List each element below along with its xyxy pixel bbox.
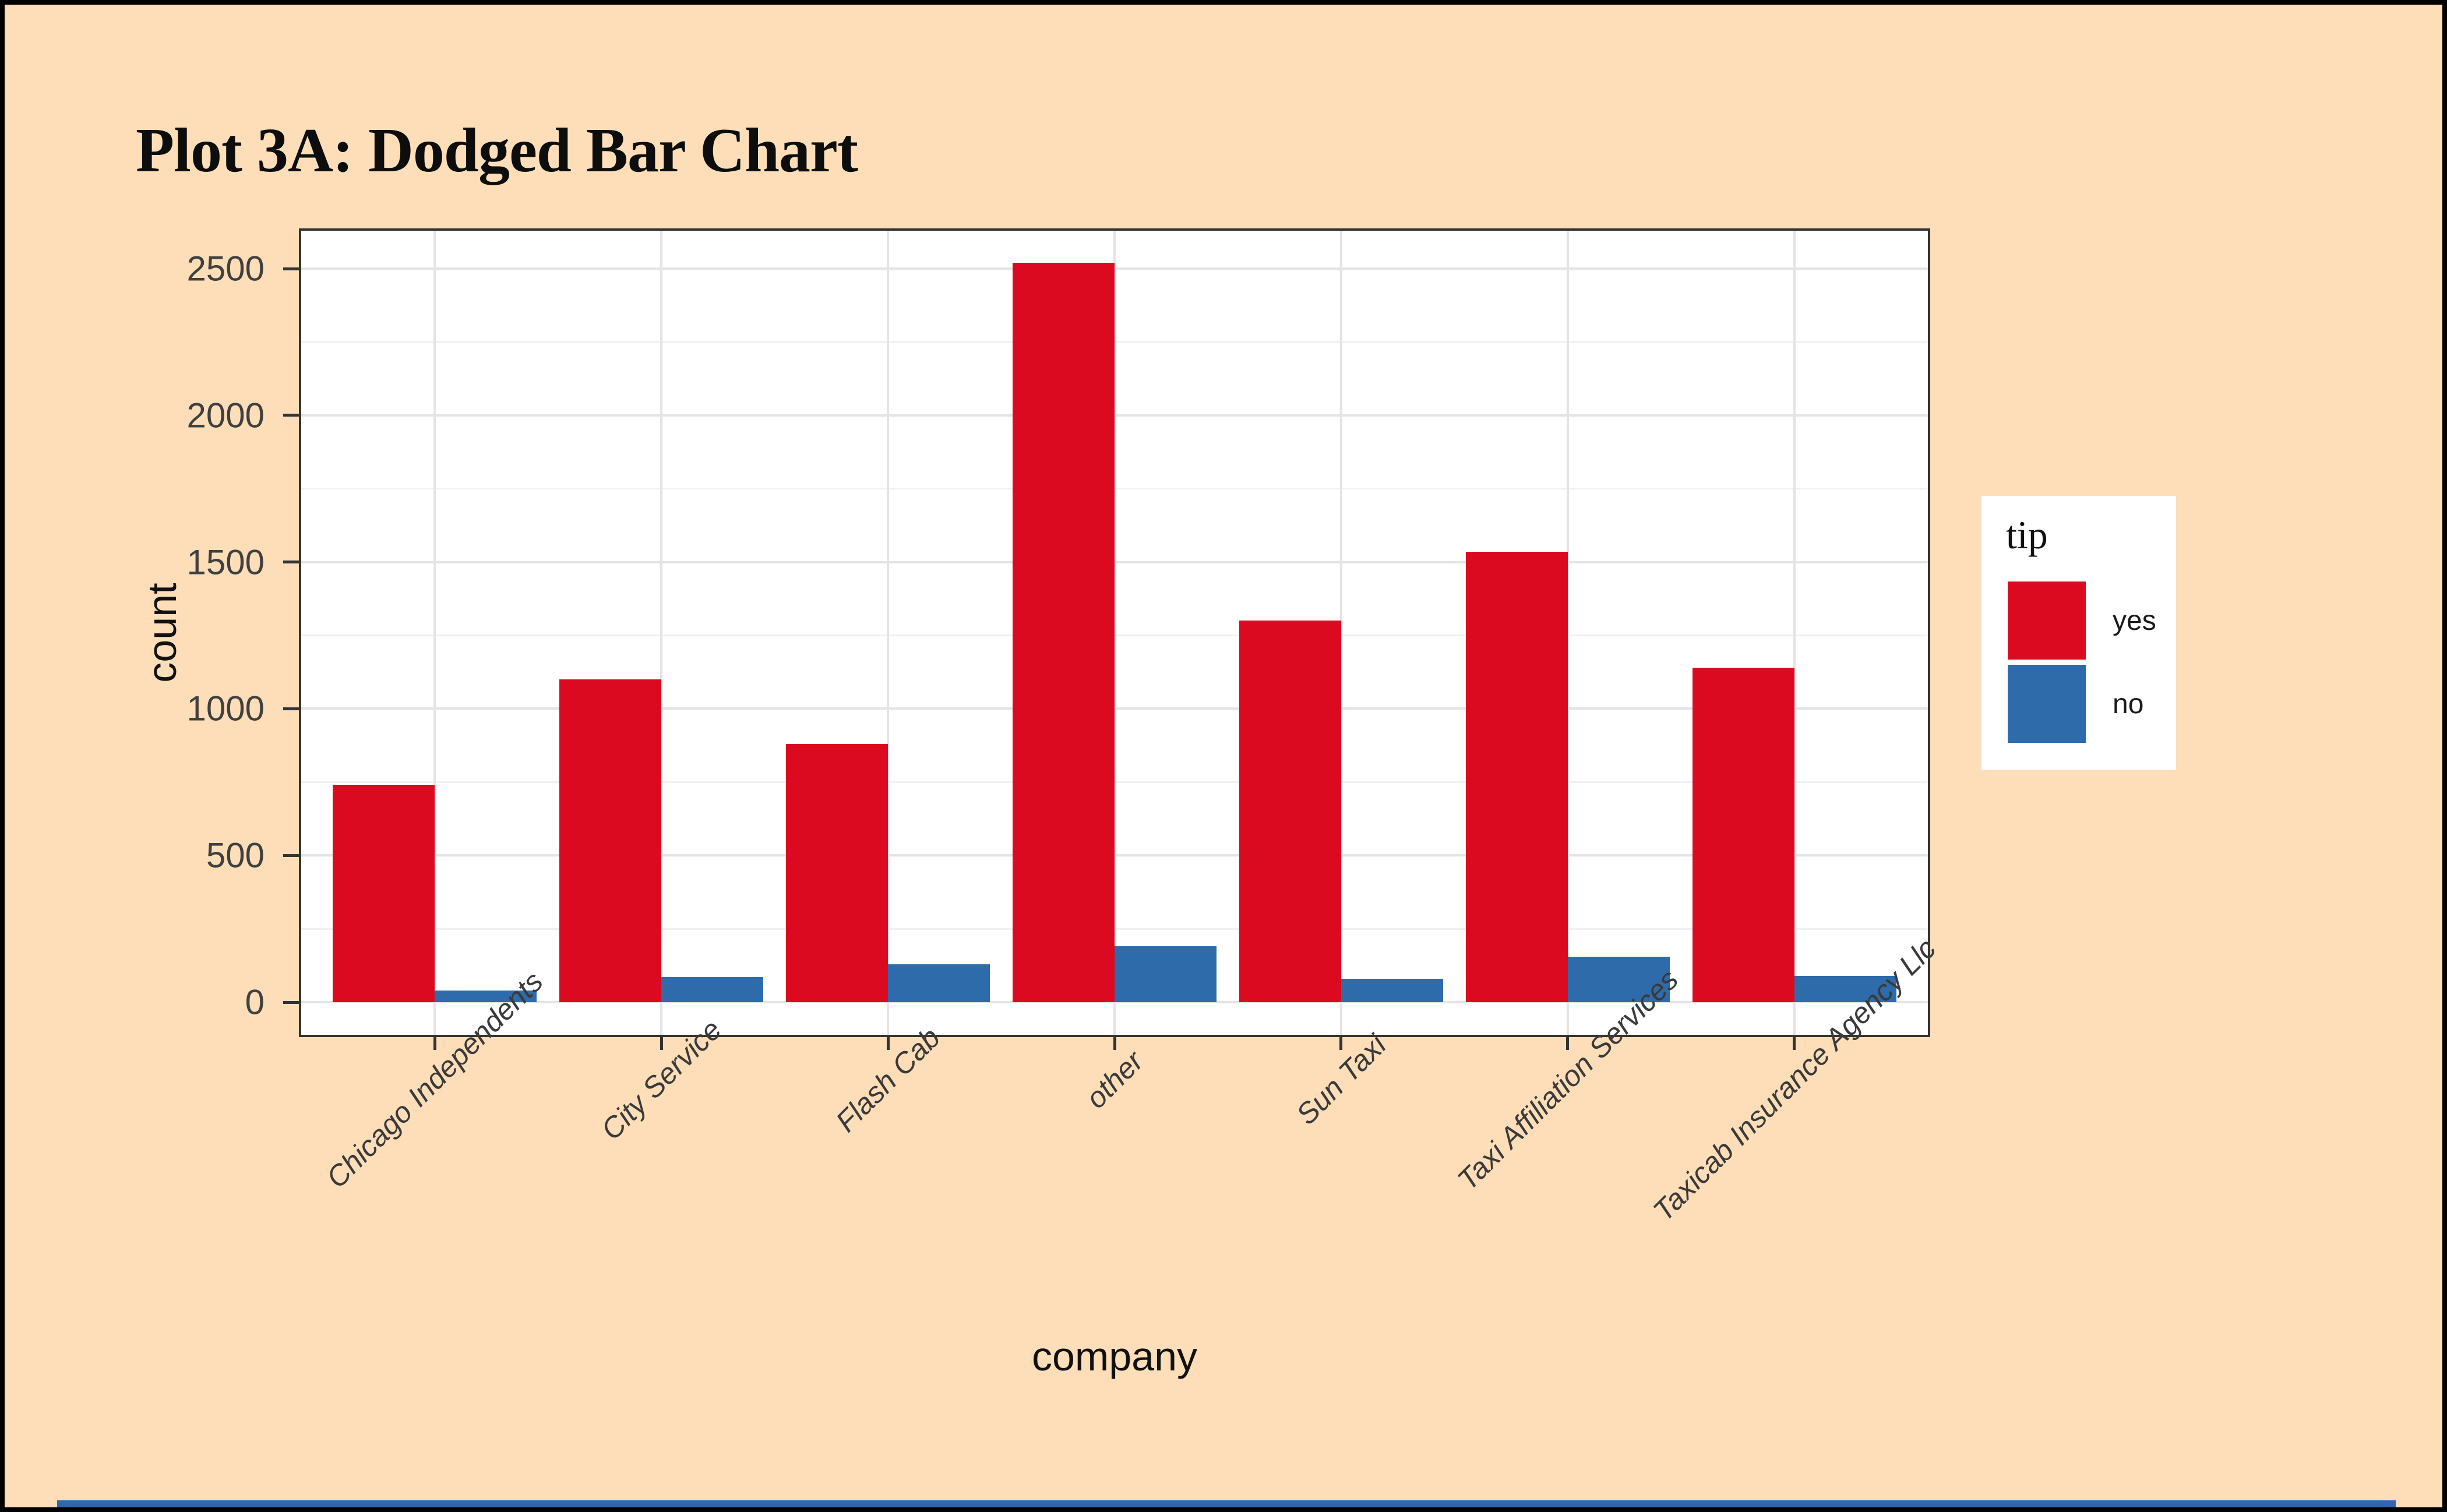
bar-yes <box>559 679 662 1002</box>
y-tick-label: 500 <box>206 836 265 875</box>
x-axis-title: company <box>1031 1334 1198 1379</box>
legend-label-yes: yes <box>2113 605 2156 636</box>
legend-title: tip <box>2006 513 2048 557</box>
bar-no <box>661 977 764 1002</box>
y-tick-label: 1000 <box>186 689 265 728</box>
x-tick-mark <box>433 1037 436 1050</box>
bottom-edge-strip <box>57 1500 2396 1507</box>
gridline-vertical <box>433 228 436 1037</box>
y-tick-label: 2000 <box>186 396 265 435</box>
x-tick-label: other <box>1079 1044 1150 1115</box>
y-tick-label: 2500 <box>186 249 265 288</box>
plot-title: Plot 3A: Dodged Bar Chart <box>136 116 858 185</box>
bar-no <box>1794 975 1896 1002</box>
y-axis-title: count <box>139 583 185 683</box>
x-tick-mark <box>1793 1037 1796 1050</box>
y-tick-mark <box>283 267 299 270</box>
legend-label-no: no <box>2113 688 2144 720</box>
bar-yes <box>786 743 888 1002</box>
legend: tip yes no <box>1981 496 2176 770</box>
plot-panel <box>299 228 1930 1037</box>
bar-no <box>1115 946 1217 1002</box>
gridline-vertical <box>1566 228 1569 1037</box>
y-tick-mark <box>283 561 299 564</box>
gridline-vertical <box>1113 228 1116 1037</box>
y-tick-label: 1500 <box>186 542 265 582</box>
x-tick-mark <box>886 1037 890 1050</box>
gridline-vertical <box>887 228 890 1037</box>
bar-no <box>435 990 537 1002</box>
bar-yes <box>1465 551 1568 1002</box>
bar-yes <box>1013 262 1115 1002</box>
bar-yes <box>1692 667 1794 1002</box>
y-tick-mark <box>283 854 299 857</box>
y-tick-mark <box>283 707 299 710</box>
bar-no <box>888 964 990 1002</box>
bar-yes <box>333 785 435 1002</box>
y-tick-label: 0 <box>245 982 265 1022</box>
x-tick-mark <box>1566 1037 1570 1050</box>
gridline-vertical <box>1339 228 1342 1037</box>
y-tick-mark <box>283 414 299 417</box>
bar-yes <box>1239 621 1341 1002</box>
x-tick-mark <box>1113 1037 1116 1050</box>
x-tick-mark <box>1339 1037 1343 1050</box>
gridline-vertical <box>1793 228 1796 1037</box>
bar-no <box>1341 978 1443 1002</box>
legend-key-yes <box>2008 581 2086 660</box>
y-tick-mark <box>283 1000 299 1004</box>
x-tick-mark <box>660 1037 663 1050</box>
legend-key-no <box>2008 665 2086 743</box>
bar-no <box>1567 956 1670 1002</box>
gridline-vertical <box>660 228 663 1037</box>
